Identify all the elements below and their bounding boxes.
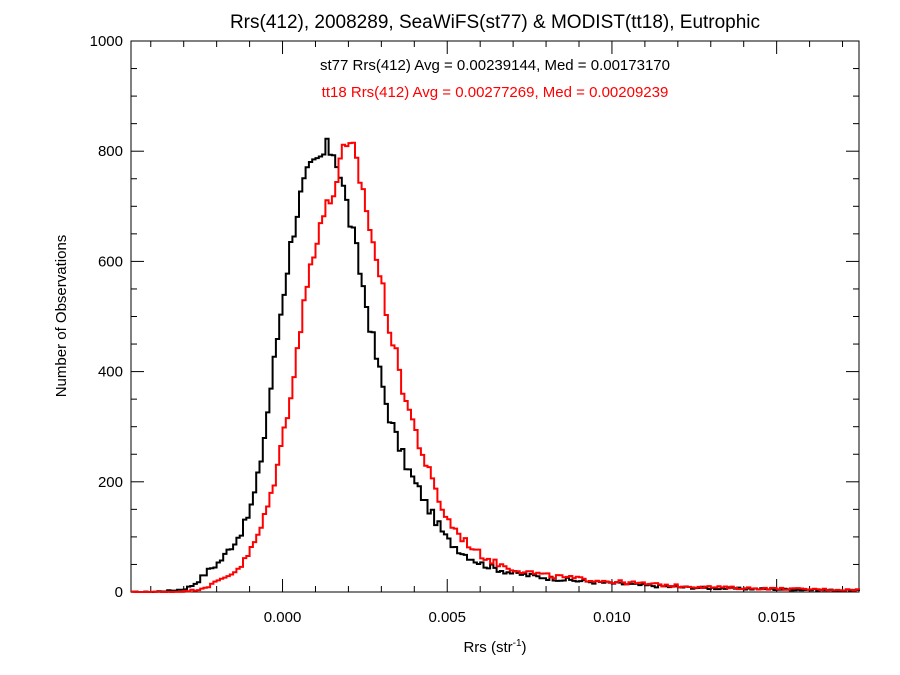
x-axis-label-close: ) <box>522 639 527 656</box>
histogram-st77 <box>131 137 860 593</box>
x-tick-label: 0.000 <box>264 609 302 626</box>
x-axis-label-text: Rrs (str <box>463 639 512 656</box>
x-axis-label: Rrs (str-1) <box>463 638 526 656</box>
y-axis-label: Number of Observations <box>53 235 70 398</box>
chart-title: Rrs(412), 2008289, SeaWiFS(st77) & MODIS… <box>230 12 760 33</box>
y-tick-label: 0 <box>115 584 123 601</box>
y-tick-label: 200 <box>98 474 123 491</box>
x-tick-label: 0.015 <box>758 609 796 626</box>
histogram-tt18 <box>131 141 860 593</box>
y-tick-label: 800 <box>98 143 123 160</box>
annotation-st77: st77 Rrs(412) Avg = 0.00239144, Med = 0.… <box>320 57 670 74</box>
y-tick-label: 600 <box>98 253 123 270</box>
plot-frame <box>130 40 860 593</box>
x-tick-label: 0.005 <box>428 609 466 626</box>
y-tick-label: 400 <box>98 364 123 381</box>
annotation-tt18: tt18 Rrs(412) Avg = 0.00277269, Med = 0.… <box>322 84 669 101</box>
y-tick-label: 1000 <box>90 33 123 50</box>
plot-area: 0 200 400 600 800 1000 0.000 0.005 0.010 0.015 <box>90 33 860 626</box>
x-tick-label: 0.010 <box>593 609 631 626</box>
x-axis-label-superscript: -1 <box>513 638 522 649</box>
